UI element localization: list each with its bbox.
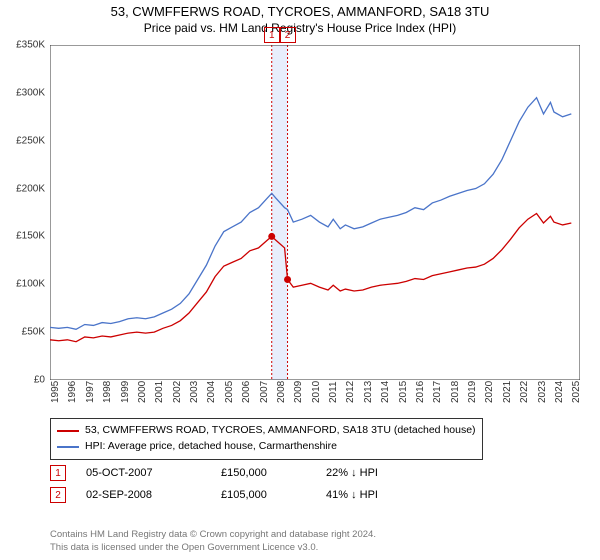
legend: 53, CWMFFERWS ROAD, TYCROES, AMMANFORD, …	[50, 418, 483, 460]
chart-title-block: 53, CWMFFERWS ROAD, TYCROES, AMMANFORD, …	[0, 0, 600, 35]
x-tick-label: 2023	[537, 381, 548, 403]
chart-title-line1: 53, CWMFFERWS ROAD, TYCROES, AMMANFORD, …	[0, 4, 600, 19]
chart-title-line2: Price paid vs. HM Land Registry's House …	[0, 21, 600, 35]
y-tick-label: £100K	[5, 279, 45, 290]
chart-area: £0£50K£100K£150K£200K£250K£300K£350K 199…	[50, 45, 580, 380]
legend-item-hpi: HPI: Average price, detached house, Carm…	[57, 439, 476, 455]
sale-date: 05-OCT-2007	[86, 467, 221, 479]
x-tick-label: 2011	[328, 381, 339, 403]
sale-diff: 22% ↓ HPI	[326, 467, 426, 479]
x-tick-label: 2015	[398, 381, 409, 403]
line-chart	[50, 45, 580, 380]
x-tick-label: 1995	[50, 381, 61, 403]
x-tick-label: 2025	[571, 381, 582, 403]
x-tick-label: 2010	[311, 381, 322, 403]
footer-line1: Contains HM Land Registry data © Crown c…	[50, 529, 376, 541]
x-tick-label: 2001	[154, 381, 165, 403]
sale-price: £105,000	[221, 489, 326, 501]
sale-price: £150,000	[221, 467, 326, 479]
sale-diff: 41% ↓ HPI	[326, 489, 426, 501]
x-tick-label: 2000	[137, 381, 148, 403]
x-tick-label: 2020	[484, 381, 495, 403]
x-tick-label: 2019	[467, 381, 478, 403]
legend-label: 53, CWMFFERWS ROAD, TYCROES, AMMANFORD, …	[85, 423, 476, 439]
x-tick-label: 2008	[276, 381, 287, 403]
y-tick-label: £50K	[5, 327, 45, 338]
sale-date: 02-SEP-2008	[86, 489, 221, 501]
x-tick-label: 1997	[85, 381, 96, 403]
y-tick-label: £200K	[5, 183, 45, 194]
x-tick-label: 2024	[554, 381, 565, 403]
x-tick-label: 1996	[67, 381, 78, 403]
x-tick-label: 2012	[345, 381, 356, 403]
x-tick-label: 2021	[502, 381, 513, 403]
legend-label: HPI: Average price, detached house, Carm…	[85, 439, 337, 455]
x-tick-label: 2005	[224, 381, 235, 403]
legend-item-property: 53, CWMFFERWS ROAD, TYCROES, AMMANFORD, …	[57, 423, 476, 439]
x-tick-label: 2007	[259, 381, 270, 403]
sale-band-marker: 1	[264, 27, 280, 43]
y-tick-label: £350K	[5, 40, 45, 51]
x-tick-label: 1998	[102, 381, 113, 403]
sales-table: 1 05-OCT-2007 £150,000 22% ↓ HPI 2 02-SE…	[50, 462, 426, 506]
x-tick-label: 2014	[380, 381, 391, 403]
footer-line2: This data is licensed under the Open Gov…	[50, 542, 376, 554]
table-row: 1 05-OCT-2007 £150,000 22% ↓ HPI	[50, 462, 426, 484]
y-tick-label: £150K	[5, 231, 45, 242]
y-tick-label: £300K	[5, 87, 45, 98]
table-row: 2 02-SEP-2008 £105,000 41% ↓ HPI	[50, 484, 426, 506]
sale-band-marker: 2	[280, 27, 296, 43]
legend-swatch	[57, 446, 79, 448]
x-tick-label: 2016	[415, 381, 426, 403]
y-tick-label: £250K	[5, 135, 45, 146]
x-tick-label: 2009	[293, 381, 304, 403]
y-tick-label: £0	[5, 375, 45, 386]
x-tick-label: 2002	[172, 381, 183, 403]
sale-marker: 2	[50, 487, 66, 503]
x-tick-label: 2022	[519, 381, 530, 403]
footer-attribution: Contains HM Land Registry data © Crown c…	[50, 529, 376, 554]
legend-swatch	[57, 430, 79, 432]
x-tick-label: 2006	[241, 381, 252, 403]
x-tick-label: 1999	[120, 381, 131, 403]
x-tick-label: 2004	[206, 381, 217, 403]
sale-marker: 1	[50, 465, 66, 481]
x-tick-label: 2017	[432, 381, 443, 403]
x-tick-label: 2003	[189, 381, 200, 403]
x-tick-label: 2013	[363, 381, 374, 403]
x-tick-label: 2018	[450, 381, 461, 403]
